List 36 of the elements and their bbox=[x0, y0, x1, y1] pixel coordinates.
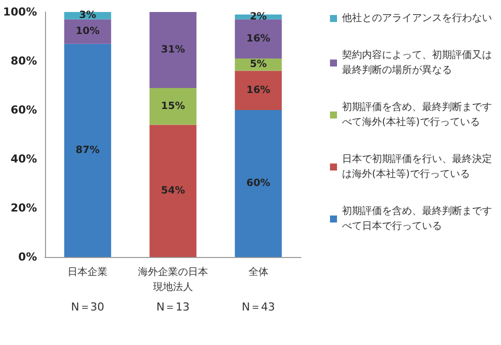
data-label: 2% bbox=[250, 11, 267, 22]
text: N＝30 bbox=[71, 300, 104, 314]
data-label: 31% bbox=[161, 44, 185, 56]
data-label: 3% bbox=[79, 10, 96, 22]
y-tick-label: 0% bbox=[18, 250, 37, 264]
data-label: 60% bbox=[246, 178, 270, 189]
data-label: 54% bbox=[161, 185, 185, 196]
y-tick-label: 20% bbox=[10, 202, 37, 214]
data-label: 15% bbox=[161, 100, 185, 112]
data-label: 10% bbox=[76, 26, 100, 38]
x-tick-label: 全体 bbox=[248, 266, 268, 278]
legend-label: 初期評価を含め、最終判断まですべて海外(本社等)で行っている bbox=[342, 101, 492, 128]
legend-label: 日本で初期評価を行い、最終決定は海外(本社等)で行っている bbox=[342, 153, 492, 180]
data-label: 87% bbox=[76, 144, 100, 156]
bar bbox=[234, 110, 282, 257]
bar bbox=[234, 19, 282, 59]
text: N＝43 bbox=[242, 300, 275, 314]
bar bbox=[150, 124, 196, 257]
y-tick-label: 40% bbox=[10, 152, 37, 166]
bar bbox=[64, 19, 112, 44]
y-tick-label: 100% bbox=[3, 6, 37, 18]
x-tick-label: 海外企業の日本現地法人 bbox=[138, 266, 208, 293]
data-label: 5% bbox=[250, 59, 267, 70]
y-tick-label: 60% bbox=[10, 104, 37, 116]
bar bbox=[234, 70, 282, 110]
bar bbox=[150, 88, 196, 125]
text: N＝13 bbox=[156, 300, 190, 314]
legend-label: 他社とのアライアンスを行わない bbox=[342, 12, 492, 24]
x-tick-label: 日本企業 bbox=[68, 266, 108, 278]
bar bbox=[64, 44, 112, 257]
data-label: 16% bbox=[246, 84, 270, 96]
y-tick-label: 80% bbox=[10, 54, 37, 68]
data-label: 16% bbox=[246, 33, 270, 44]
legend-label: 契約内容によって、初期評価又は最終判断の場所が異なる bbox=[342, 49, 492, 76]
bar bbox=[150, 12, 196, 88]
legend-label: 初期評価を含め、最終判断まですべて日本で行っている bbox=[342, 205, 492, 232]
